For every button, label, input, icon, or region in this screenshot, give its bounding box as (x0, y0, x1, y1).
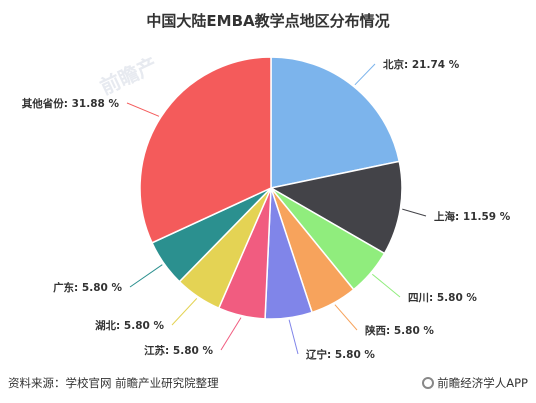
leader-line-辽宁 (288, 319, 299, 355)
slice-labels: 北京: 21.74 % 上海: 11.59 % 四川: 5.80 % 陕西: 5.80… (22, 58, 511, 361)
source-note: 资料来源：学校官网 前瞻产业研究院整理 (8, 376, 219, 390)
slice-label-其他省份: 其他省份: 31.88 % (22, 97, 120, 110)
slice-label-上海: 上海: 11.59 % (434, 210, 511, 223)
leader-line-其他省份 (126, 102, 160, 117)
brand-name: 前瞻经济学人APP (437, 376, 528, 390)
brand-logo-icon (422, 377, 435, 389)
pie-slice-其他省份 (139, 56, 272, 244)
slice-label-辽宁: 辽宁: 5.80 % (306, 348, 375, 361)
slice-label-陕西: 陕西: 5.80 % (365, 324, 434, 337)
chart-title: 中国大陆EMBA教学点地区分布情况 (146, 12, 390, 30)
pie-slice-北京 (270, 56, 401, 189)
slice-label-北京: 北京: 21.74 % (383, 58, 460, 71)
leader-line-上海 (402, 208, 427, 217)
pie-slices (139, 56, 403, 320)
leader-line-广东 (129, 264, 163, 288)
leader-line-湖北 (171, 298, 198, 326)
leader-line-陕西 (334, 304, 358, 331)
slice-label-四川: 四川: 5.80 % (408, 292, 477, 304)
leader-line-四川 (371, 273, 401, 298)
slice-label-广东: 广东: 5.80 % (53, 281, 122, 294)
slice-label-江苏: 江苏: 5.80 % (144, 344, 213, 357)
brand-footer: 前瞻经济学人APP (422, 375, 528, 391)
leader-line-江苏 (220, 317, 242, 351)
slice-label-湖北: 湖北: 5.80 % (95, 319, 164, 332)
leader-line-北京 (354, 63, 376, 86)
pie-slice-上海 (268, 160, 403, 255)
label-leaders (126, 63, 427, 355)
